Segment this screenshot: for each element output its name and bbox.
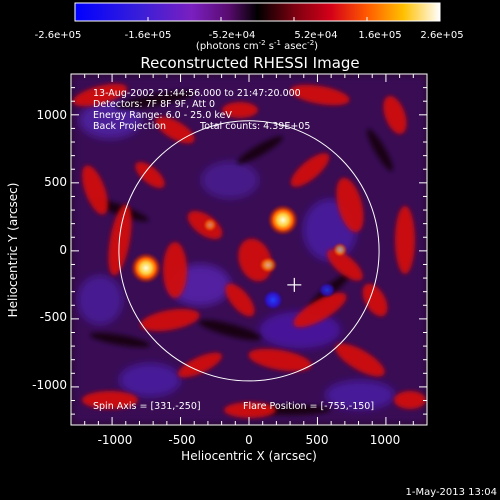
info-flare-position: Flare Position = [-755,-150]: [243, 401, 374, 412]
flare-hotspot: [130, 252, 162, 284]
colorbar-units: (photons cm-2 s-1 asec-2): [196, 39, 318, 52]
info-spin-axis: Spin Axis = [331,-250]: [93, 401, 201, 412]
y-axis-label: Heliocentric Y (arcsec): [6, 183, 20, 318]
colorbar-tick-label: 1.6e+05: [358, 30, 401, 41]
y-tick-label: 500: [44, 175, 67, 189]
y-tick-label: 0: [59, 243, 67, 257]
y-axis-ticks: [71, 87, 427, 415]
footer-timestamp: 1-May-2013 13:04: [405, 487, 497, 498]
x-axis-ticks: [84, 74, 414, 425]
x-axis-label: Heliocentric X (arcsec): [181, 449, 317, 463]
y-tick-label: -1000: [32, 378, 67, 392]
x-tick-label: -1000: [98, 433, 133, 447]
x-tick-label: 500: [306, 433, 329, 447]
info-method: Back Projection: [93, 121, 166, 132]
colorbar: [74, 2, 441, 22]
colorbar-tick-label: 2.6e+05: [420, 30, 463, 41]
rhessi-image: [71, 74, 427, 425]
negative-blob: [262, 289, 284, 311]
y-tick-label: -500: [40, 310, 67, 324]
solar-limb-circle: [118, 120, 380, 382]
colorbar-tick-label: -5.2e+04: [209, 30, 256, 41]
secondary-hotspot: [267, 204, 299, 236]
colorbar-tick-label: 5.2e+04: [294, 30, 337, 41]
x-tick-label: 1000: [370, 433, 401, 447]
colorbar-ticks: [74, 17, 441, 21]
x-tick-label: -500: [168, 433, 195, 447]
y-tick-label: 1000: [36, 108, 67, 122]
info-energy-range: Energy Range: 6.0 - 25.0 keV: [93, 110, 232, 121]
colorbar-tick-label: -2.6e+05: [35, 30, 82, 41]
x-tick-label: 0: [245, 433, 253, 447]
info-total-counts: Total counts: 4.39E+05: [199, 121, 310, 132]
info-time-range: 13-Aug-2002 21:44:56.000 to 21:47:20.000: [93, 88, 301, 99]
plot-title: Reconstructed RHESSI Image: [140, 54, 359, 72]
colorbar-tick-label: -1.6e+05: [125, 30, 172, 41]
spin-axis-marker: [287, 277, 302, 292]
info-detectors: Detectors: 7F 8F 9F, Att 0: [93, 99, 215, 110]
